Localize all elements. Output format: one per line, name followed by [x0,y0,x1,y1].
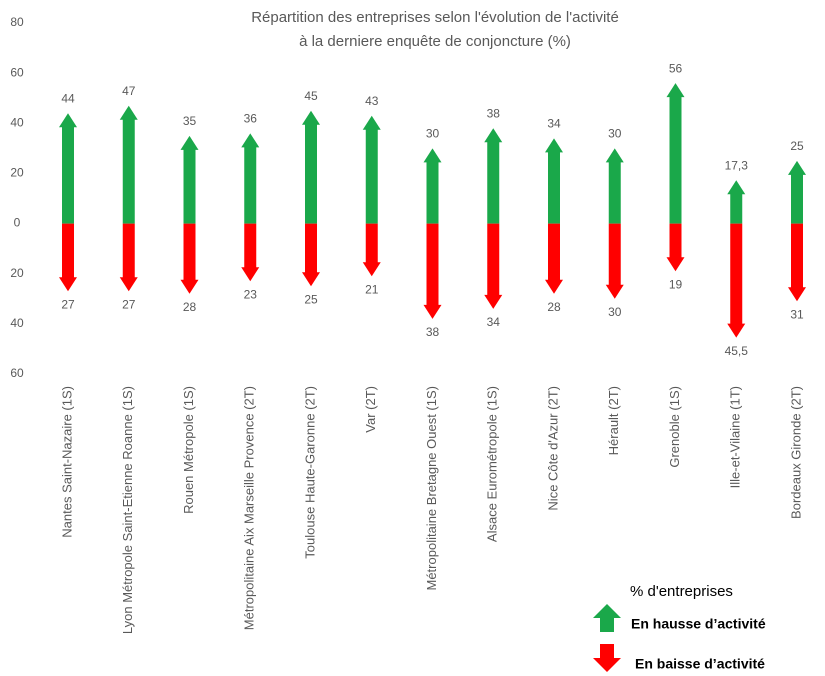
data-label: 25 [304,292,318,306]
data-label: 38 [426,325,440,339]
x-tick-label: Nantes Saint-Nazaire (1S) [59,386,74,538]
data-label: 27 [61,297,75,311]
arrow-bar [545,223,563,294]
x-tick-label: Var (2T) [363,386,378,433]
x-tick-label: Lyon Métropole Saint-Etienne Roanne (1S) [120,386,135,634]
arrow-bar [605,148,624,224]
arrow-bar [423,148,442,224]
data-label: 45 [304,89,318,103]
legend-label: En baisse d’activité [635,656,765,672]
x-tick-label: Ille-et-Vilaine (1T) [728,386,743,488]
x-tick-label: Hérault (2T) [606,386,621,455]
arrow-bar [362,223,381,277]
data-label: 17,3 [725,158,749,172]
data-label: 30 [608,127,622,141]
x-tick-label: Nice Côte d'Azur (2T) [545,386,560,511]
arrow-bar [180,135,199,224]
data-label: 25 [790,139,804,153]
data-label: 31 [790,307,804,321]
x-tick-label: Métropolitaine Bretagne Ouest (1S) [424,386,439,591]
arrow-bar [119,223,138,292]
arrow-bar [727,223,746,338]
data-label: 30 [608,305,622,319]
data-label: 30 [426,127,440,141]
x-tick-label: Toulouse Haute-Garonne (2T) [302,386,317,559]
y-tick-label: 40 [10,316,24,330]
y-tick-label: 20 [10,166,24,180]
chart-title: à la derniere enquête de conjoncture (%) [299,33,571,50]
arrow-bar [302,110,320,224]
legend-title: % d'entreprises [630,583,733,600]
y-tick-label: 60 [10,366,24,380]
arrow-bar [666,223,685,272]
x-tick-label: Métropolitaine Aix Marseille Provence (2… [242,386,257,630]
y-tick-label: 20 [10,266,24,280]
data-label: 34 [547,117,561,131]
data-label: 36 [244,111,258,125]
x-tick-label: Rouen Métropole (1S) [181,386,196,514]
data-label: 19 [669,277,683,291]
arrow-bar [119,105,138,224]
arrow-bar [362,115,381,224]
y-tick-label: 0 [14,216,21,230]
data-label: 28 [183,300,197,314]
arrow-bar [484,128,503,224]
data-label: 47 [122,84,136,98]
arrow-bar [484,223,503,309]
chart-title: Répartition des entreprises selon l'évol… [251,9,619,26]
arrow-bar [241,223,260,282]
arrow-bar [241,133,260,224]
arrow-bar [423,223,442,319]
data-label: 23 [244,287,258,301]
arrow-bar [788,160,806,224]
x-tick-label: Bordeaux Gironde (2T) [788,386,803,519]
data-label: 28 [547,300,561,314]
arrow-bar [180,223,199,294]
x-tick-label: Alsace Eurométropole (1S) [485,386,500,542]
data-label: 34 [487,315,501,329]
arrow-bar [788,223,806,302]
legend-swatch [593,604,621,632]
y-tick-label: 60 [10,65,24,79]
arrow-bar [59,113,77,224]
data-label: 56 [669,61,683,75]
data-label: 27 [122,297,136,311]
legend-label: En hausse d’activité [631,616,766,632]
data-label: 45,5 [725,344,749,358]
arrow-bar [727,180,746,224]
arrow-bar [59,223,77,292]
legend-swatch [593,644,621,672]
arrow-bar [302,223,320,287]
data-label: 43 [365,94,379,108]
arrow-bar [545,138,563,224]
data-label: 38 [487,106,501,120]
data-label: 44 [61,91,75,105]
arrow-bar [605,223,624,299]
x-tick-label: Grenoble (1S) [667,386,682,468]
arrow-bar [666,83,685,224]
data-label: 21 [365,282,379,296]
y-tick-label: 80 [10,15,24,29]
data-label: 35 [183,114,197,128]
y-tick-label: 40 [10,115,24,129]
